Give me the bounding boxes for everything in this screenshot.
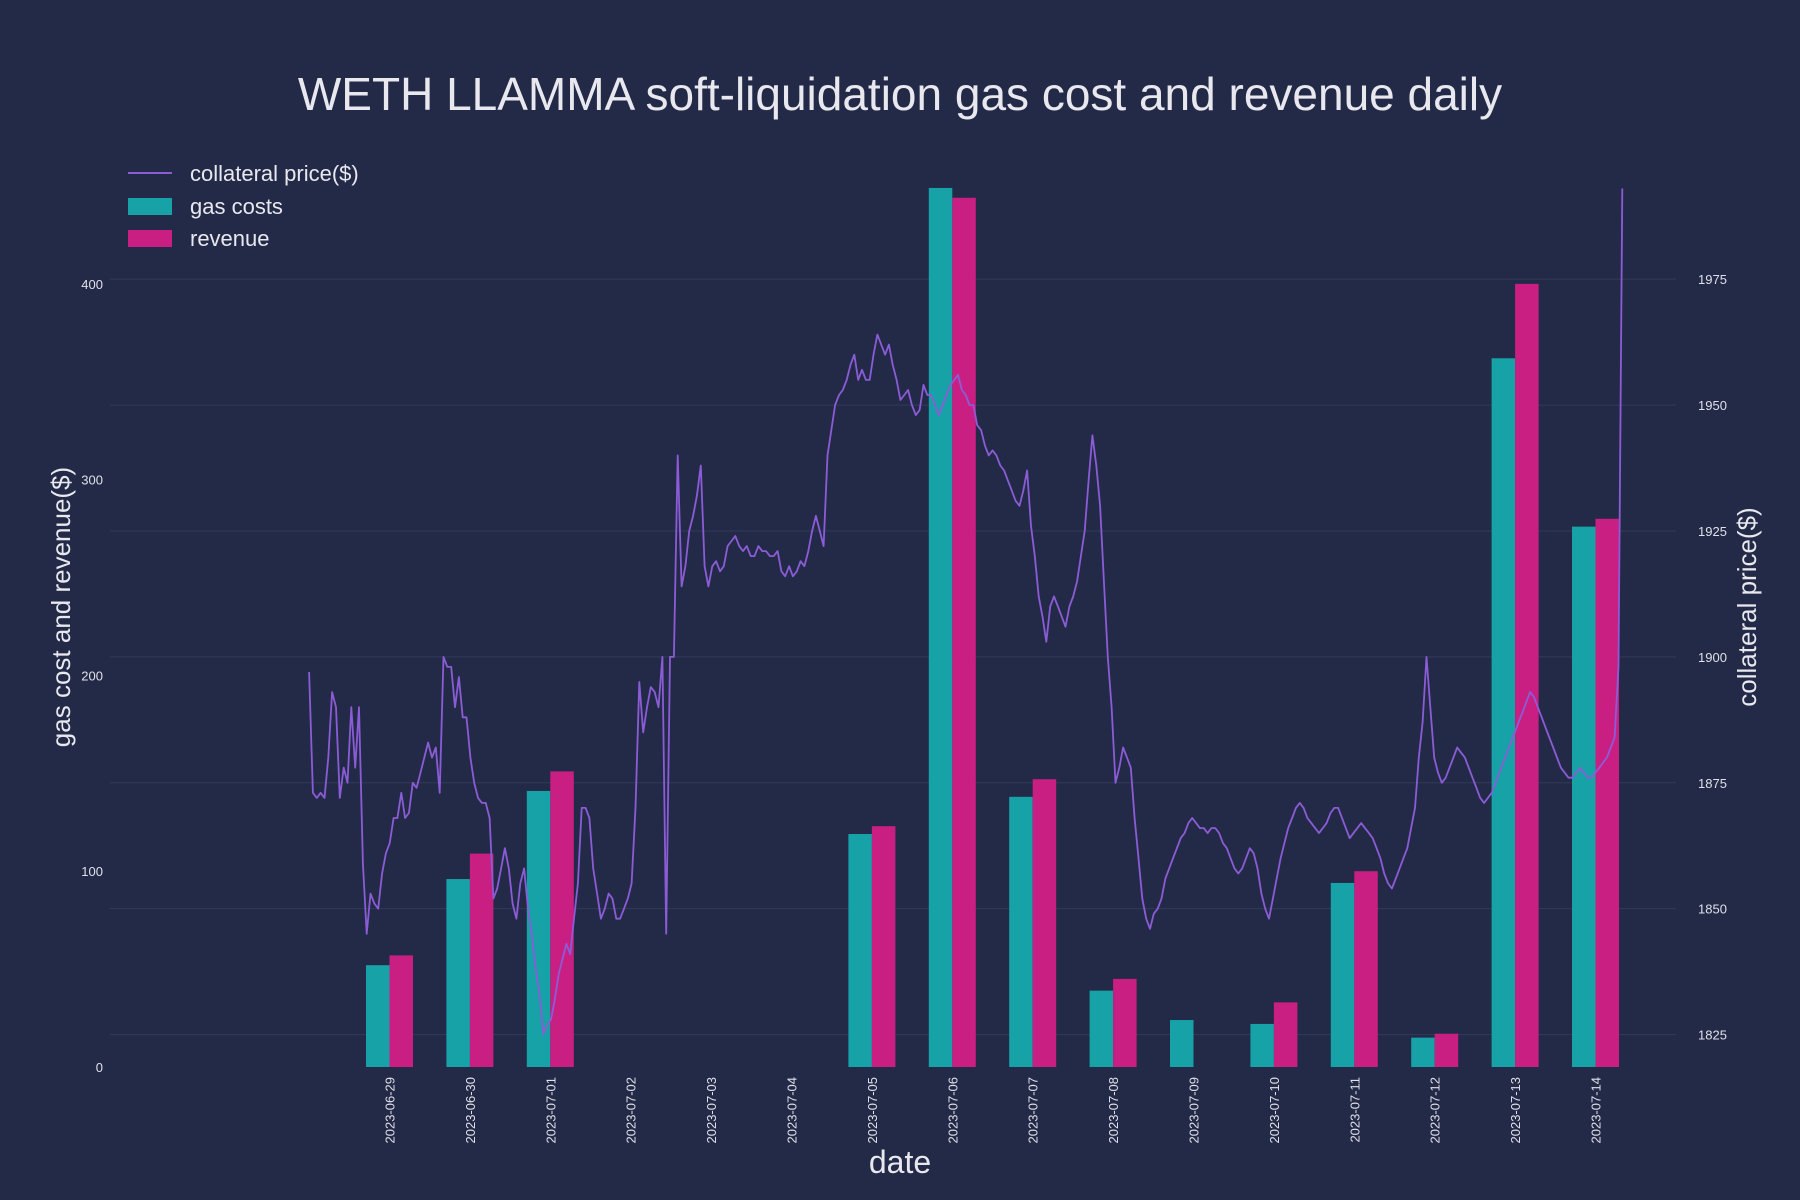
collateral-price-line bbox=[308, 188, 1624, 1036]
revenue-bar bbox=[1354, 871, 1378, 1067]
y2-tick-label: 1925 bbox=[1698, 524, 1727, 539]
x-tick-label: 2023-07-02 bbox=[624, 1077, 639, 1144]
legend-revenue-swatch bbox=[128, 230, 172, 247]
revenue-bar bbox=[469, 853, 494, 1067]
gas-cost-bar bbox=[446, 879, 470, 1067]
revenue-bar bbox=[952, 197, 976, 1067]
y2-tick-label: 1825 bbox=[1698, 1028, 1727, 1043]
x-tick-label: 2023-06-29 bbox=[383, 1077, 398, 1144]
x-tick-label: 2023-07-04 bbox=[785, 1077, 800, 1144]
x-axis-title: date bbox=[869, 1144, 931, 1180]
x-tick-label: 2023-07-10 bbox=[1267, 1077, 1282, 1144]
y2-tick-label: 1900 bbox=[1698, 650, 1727, 665]
x-tick-label: 2023-07-08 bbox=[1106, 1077, 1121, 1144]
y-axis-title-left: gas cost and revenue($) bbox=[46, 467, 76, 747]
y-tick-label: 400 bbox=[81, 277, 103, 292]
gas-cost-bar bbox=[1572, 526, 1596, 1067]
gas-cost-bar bbox=[928, 187, 953, 1068]
revenue-bar bbox=[1113, 978, 1137, 1067]
revenue-bar bbox=[1273, 1002, 1298, 1067]
legend: collateral price($) gas costs revenue bbox=[128, 161, 359, 251]
revenue-bar bbox=[389, 955, 413, 1067]
x-tick-label: 2023-07-01 bbox=[543, 1077, 558, 1144]
gas-cost-bar bbox=[1170, 1020, 1194, 1067]
y-axis-title-right: collateral price($) bbox=[1732, 507, 1762, 706]
y-tick-label: 300 bbox=[81, 473, 103, 488]
revenue-bar bbox=[1595, 518, 1619, 1067]
revenue-bar bbox=[871, 826, 896, 1067]
gas-cost-bar bbox=[1250, 1023, 1274, 1067]
gas-cost-bar bbox=[1411, 1037, 1435, 1067]
price-line-layer bbox=[308, 188, 1624, 1036]
y-tick-label: 200 bbox=[81, 668, 103, 683]
gas-cost-bar bbox=[1089, 990, 1114, 1067]
x-tick-label: 2023-07-14 bbox=[1589, 1077, 1604, 1144]
x-tick-label: 2023-07-03 bbox=[704, 1077, 719, 1144]
y2-tick-label: 1850 bbox=[1698, 902, 1727, 917]
legend-label-gas: gas costs bbox=[190, 194, 283, 219]
revenue-bar bbox=[1032, 779, 1057, 1067]
revenue-bar bbox=[1434, 1033, 1459, 1067]
y2-tick-label: 1975 bbox=[1698, 272, 1727, 287]
legend-label-revenue: revenue bbox=[190, 226, 270, 251]
x-tick-label: 2023-07-12 bbox=[1428, 1077, 1443, 1144]
gas-cost-bar bbox=[1491, 358, 1516, 1068]
y-tick-label: 100 bbox=[81, 864, 103, 879]
chart-title: WETH LLAMMA soft-liquidation gas cost an… bbox=[298, 68, 1502, 120]
gas-cost-bar bbox=[848, 834, 872, 1067]
revenue-bar bbox=[550, 771, 574, 1067]
y-tick-label: 0 bbox=[96, 1060, 103, 1075]
gas-cost-bar bbox=[526, 790, 551, 1067]
gas-cost-bar bbox=[366, 965, 390, 1067]
x-tick-label: 2023-06-30 bbox=[463, 1077, 478, 1144]
bars bbox=[366, 187, 1619, 1068]
legend-gas-swatch bbox=[128, 198, 172, 215]
x-tick-label: 2023-07-11 bbox=[1347, 1077, 1362, 1143]
gas-cost-bar bbox=[1330, 882, 1355, 1067]
revenue-bar bbox=[1515, 283, 1539, 1067]
ticks: 1825 1850 1875 1900 1925 1950 1975 0 100 200 300 40… bbox=[81, 272, 1727, 1143]
x-tick-label: 2023-07-07 bbox=[1026, 1077, 1041, 1144]
legend-label-price: collateral price($) bbox=[190, 161, 359, 186]
x-tick-label: 2023-07-13 bbox=[1508, 1077, 1523, 1144]
x-tick-label: 2023-07-05 bbox=[865, 1077, 880, 1144]
x-tick-label: 2023-07-09 bbox=[1187, 1077, 1202, 1144]
y2-tick-label: 1950 bbox=[1698, 398, 1727, 413]
x-tick-label: 2023-07-06 bbox=[945, 1077, 960, 1144]
y2-tick-label: 1875 bbox=[1698, 776, 1727, 791]
gas-cost-bar bbox=[1009, 796, 1033, 1067]
